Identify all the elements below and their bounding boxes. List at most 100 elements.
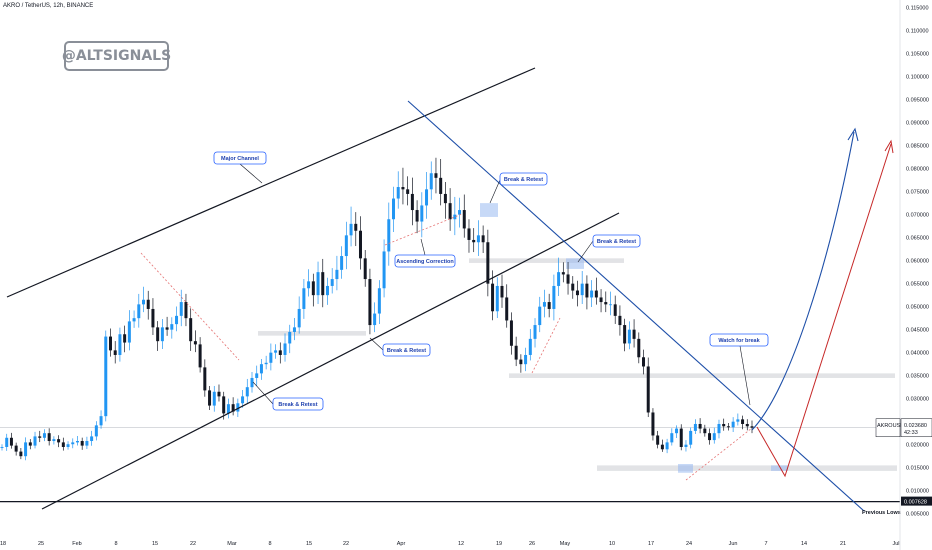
candle-body	[651, 412, 655, 436]
candle-body	[156, 327, 160, 342]
candle-body	[255, 373, 259, 378]
candle-body	[335, 269, 339, 280]
candle-body	[222, 396, 226, 414]
candle-body	[19, 451, 23, 457]
bullish-projection-path	[751, 131, 855, 431]
candle-body	[425, 189, 429, 206]
candle-body	[439, 177, 443, 194]
support-zone	[469, 258, 624, 263]
candle-body	[33, 436, 37, 446]
y-tick-label: 0.085000	[906, 144, 929, 150]
candle-body	[547, 302, 551, 309]
annotation-label: Ascending Correction	[396, 259, 454, 265]
candle-body	[325, 285, 329, 296]
channel-lower-line	[41, 212, 620, 510]
candle-body	[217, 391, 221, 397]
candle-body	[297, 308, 301, 328]
candle-body	[189, 318, 193, 342]
candle-body	[486, 242, 490, 284]
y-tick-label: 0.115000	[906, 6, 929, 12]
x-tick-label: 14	[801, 541, 807, 547]
candle-body	[316, 272, 320, 296]
candle-body	[278, 350, 282, 355]
candle-body	[368, 279, 372, 326]
y-tick-label: 0.030000	[906, 397, 929, 403]
candle-body	[420, 205, 424, 222]
candle-body	[24, 442, 28, 457]
previous-lows-tag-value: 0.007628	[904, 500, 927, 506]
y-tick-label: 0.050000	[906, 305, 929, 311]
candle-body	[410, 193, 414, 211]
candle-body	[538, 306, 542, 326]
x-tick-label: 21	[840, 541, 846, 547]
annotation-box	[499, 172, 548, 186]
candle-body	[396, 187, 400, 199]
annotation-leader-line	[420, 238, 426, 256]
candle-body	[363, 258, 367, 280]
y-tick-label: 0.095000	[906, 98, 929, 104]
candle-body	[151, 308, 155, 328]
y-tick-label: 0.020000	[906, 443, 929, 449]
candle-body	[623, 325, 627, 344]
annotation-leader-line	[252, 381, 274, 405]
retest-highlight	[480, 203, 498, 217]
x-tick-label: 24	[686, 541, 692, 547]
candle-body	[580, 283, 584, 296]
candle-body	[429, 173, 433, 190]
candle-body	[142, 299, 146, 305]
candle-body	[57, 439, 61, 443]
candle-body	[675, 428, 679, 434]
price-tag-symbol-box	[875, 418, 901, 438]
candle-body	[599, 297, 603, 303]
candle-body	[292, 327, 296, 332]
candle-body	[245, 387, 249, 397]
x-tick-label: 22	[343, 541, 349, 547]
candle-body	[472, 239, 476, 243]
candle-body	[47, 433, 51, 442]
x-tick-label: Feb	[72, 541, 81, 547]
candle-body	[165, 327, 169, 330]
candle-body	[618, 315, 622, 326]
trendline-drawings	[6, 67, 894, 512]
candle-body	[505, 297, 509, 321]
correction-dotted-line	[384, 213, 463, 246]
candle-body	[193, 341, 197, 345]
candle-body	[28, 442, 32, 446]
candle-body	[283, 343, 287, 355]
candle-body	[269, 352, 273, 363]
candle-body	[679, 428, 683, 447]
y-tick-label: 0.040000	[906, 351, 929, 357]
annotations-layer: Major Channel Break & Retest Ascending Cor…	[213, 151, 901, 516]
candle-body	[745, 423, 749, 427]
candle-body	[132, 318, 136, 322]
candle-body	[495, 285, 499, 312]
annotation-box	[272, 397, 324, 411]
candle-body	[104, 336, 108, 417]
candle-body	[340, 256, 344, 270]
candle-body	[14, 445, 18, 452]
candle-body	[387, 219, 391, 252]
x-tick-label: 8	[268, 541, 271, 547]
candle-body	[146, 299, 150, 309]
candle-body	[736, 419, 740, 422]
candle-body	[708, 433, 712, 441]
reference-lines	[0, 427, 900, 503]
candle-body	[575, 290, 579, 296]
candle-body	[491, 283, 495, 312]
x-tick-label: Jun	[729, 541, 738, 547]
candle-body	[212, 391, 216, 406]
candle-body	[392, 198, 396, 220]
descending-trendline	[407, 100, 865, 512]
candle-body	[642, 357, 646, 367]
x-tick-label: 8	[114, 541, 117, 547]
y-tick-label: 0.075000	[906, 190, 929, 196]
candle-body	[561, 272, 565, 275]
candle-body	[665, 442, 669, 450]
candle-body	[453, 214, 457, 220]
annotation-leader-line	[239, 163, 263, 184]
candle-body	[533, 325, 537, 339]
candle-body	[373, 313, 377, 326]
x-tick-label: 17	[648, 541, 654, 547]
candle-body	[99, 416, 103, 426]
